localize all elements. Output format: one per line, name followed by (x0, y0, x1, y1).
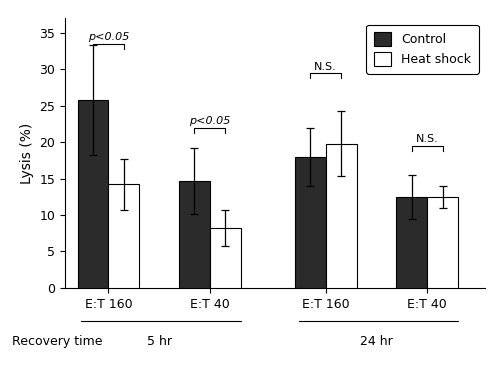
Bar (427, 197, 458, 288)
Text: Recovery time: Recovery time (12, 335, 102, 348)
Text: N.S.: N.S. (314, 62, 337, 72)
Text: p<0.05: p<0.05 (189, 116, 230, 126)
Text: 24 hr: 24 hr (360, 335, 393, 348)
Text: p<0.05: p<0.05 (88, 32, 129, 42)
Bar (396, 197, 427, 288)
Bar (78, 100, 108, 288)
Text: N.S.: N.S. (416, 134, 438, 144)
Bar (179, 181, 210, 288)
Legend: Control, Heat shock: Control, Heat shock (366, 25, 479, 74)
Y-axis label: Lysis (%): Lysis (%) (20, 123, 34, 184)
Bar (326, 144, 356, 288)
Bar (210, 228, 240, 288)
Bar (108, 184, 140, 288)
Bar (295, 157, 326, 288)
Text: 5 hr: 5 hr (146, 335, 172, 348)
